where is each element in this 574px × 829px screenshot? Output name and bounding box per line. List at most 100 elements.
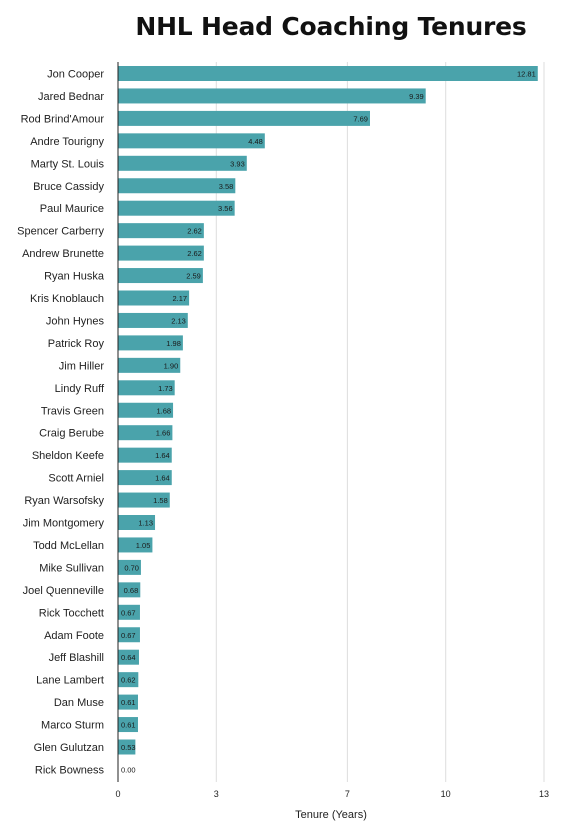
category-label-11: John Hynes: [46, 315, 105, 327]
x-tick-label-2: 7: [345, 789, 350, 799]
bar-21: [118, 537, 153, 553]
category-label-0: Jon Cooper: [47, 69, 104, 81]
value-label-23: 0.68: [124, 586, 139, 595]
value-label-11: 2.13: [171, 316, 186, 325]
bar-29: [118, 717, 138, 733]
category-label-1: Jared Bednar: [38, 91, 104, 103]
value-label-27: 0.62: [121, 676, 136, 685]
category-label-2: Rod Brind'Amour: [21, 113, 105, 125]
bar-30: [118, 739, 136, 755]
chart-title: NHL Head Coaching Tenures: [135, 12, 527, 41]
category-label-21: Todd McLellan: [33, 540, 104, 552]
category-label-27: Lane Lambert: [36, 675, 104, 687]
value-label-13: 1.90: [164, 361, 179, 370]
value-labels: 12.81 9.39 7.69 4.48 3.93 3.58 3.56 2.62 2.62 2.5…: [121, 70, 536, 775]
category-label-14: Lindy Ruff: [55, 383, 105, 395]
category-labels: Jon Cooper Jared Bednar Rod Brind'Amour And…: [17, 69, 105, 777]
category-label-24: Rick Tocchett: [39, 607, 104, 619]
value-label-25: 0.67: [121, 631, 136, 640]
category-label-22: Mike Sullivan: [39, 562, 104, 574]
bar-25: [118, 627, 140, 643]
value-label-10: 2.17: [172, 294, 187, 303]
category-label-7: Spencer Carberry: [17, 226, 104, 238]
x-axis-title: Tenure (Years): [295, 809, 367, 821]
bar-2: [118, 110, 370, 126]
category-label-19: Ryan Warsofsky: [24, 495, 104, 507]
category-label-12: Patrick Roy: [48, 338, 105, 350]
x-tick-label-1: 3: [214, 789, 219, 799]
value-label-15: 1.68: [156, 406, 171, 415]
category-label-17: Sheldon Keefe: [32, 450, 104, 462]
bar-23: [118, 582, 141, 598]
bar-0: [118, 66, 538, 81]
bar-17: [118, 447, 172, 463]
category-label-31: Rick Bowness: [35, 764, 105, 776]
value-label-3: 4.48: [248, 137, 263, 146]
value-label-5: 3.58: [219, 182, 234, 191]
x-tick-label-4: 13: [539, 789, 549, 799]
category-label-25: Adam Foote: [44, 630, 104, 642]
value-label-7: 2.62: [187, 227, 202, 236]
bar-22: [118, 559, 141, 575]
bar-10: [118, 290, 190, 306]
value-label-26: 0.64: [121, 653, 136, 662]
category-label-5: Bruce Cassidy: [33, 181, 104, 193]
bar-15: [118, 402, 174, 418]
value-label-14: 1.73: [158, 384, 173, 393]
bar-24: [118, 604, 140, 620]
bar-3: [118, 133, 265, 149]
category-label-26: Jeff Blashill: [49, 652, 104, 664]
category-label-29: Marco Sturm: [41, 720, 104, 732]
category-label-23: Joel Quenneville: [23, 585, 104, 597]
grid-lines: [215, 62, 545, 782]
x-tick-label-0: 0: [115, 789, 120, 799]
bar-11: [118, 312, 188, 328]
x-tick-label-3: 10: [441, 789, 451, 799]
value-label-24: 0.67: [121, 608, 136, 617]
value-label-8: 2.62: [187, 249, 202, 258]
value-label-20: 1.13: [138, 519, 153, 528]
category-label-4: Marty St. Louis: [31, 158, 105, 170]
value-label-28: 0.61: [121, 698, 136, 707]
value-label-4: 3.93: [230, 159, 245, 168]
bar-28: [118, 694, 138, 710]
bar-27: [118, 672, 139, 688]
bar-20: [118, 515, 156, 530]
bar-5: [118, 178, 236, 194]
value-label-0: 12.81: [517, 70, 536, 79]
bar-19: [118, 492, 170, 508]
bar-13: [118, 357, 181, 373]
bar-8: [118, 245, 204, 261]
category-label-28: Dan Muse: [54, 697, 104, 709]
value-label-16: 1.66: [156, 429, 171, 438]
value-label-6: 3.56: [218, 204, 233, 213]
value-label-31: 0.00: [121, 765, 136, 774]
bar-14: [118, 380, 175, 396]
value-label-19: 1.58: [153, 496, 168, 505]
bar-6: [118, 200, 235, 216]
bars: [118, 66, 538, 755]
category-label-10: Kris Knoblauch: [30, 293, 104, 305]
bar-26: [118, 649, 139, 665]
category-label-3: Andre Tourigny: [30, 136, 104, 148]
value-label-29: 0.61: [121, 721, 136, 730]
bar-1: [118, 88, 426, 104]
value-label-2: 7.69: [353, 114, 368, 123]
category-label-8: Andrew Brunette: [22, 248, 104, 260]
bar-12: [118, 335, 183, 351]
value-label-12: 1.98: [166, 339, 181, 348]
value-label-22: 0.70: [124, 563, 139, 572]
category-label-9: Ryan Huska: [44, 271, 105, 283]
value-label-21: 1.05: [136, 541, 151, 550]
category-label-13: Jim Hiller: [59, 360, 105, 372]
value-label-1: 9.39: [409, 92, 424, 101]
category-label-20: Jim Montgomery: [23, 518, 105, 530]
x-axis-ticks: 0 3 7 10 13: [115, 789, 549, 799]
category-label-30: Glen Gulutzan: [34, 742, 104, 754]
bar-4: [118, 155, 247, 171]
value-label-17: 1.64: [155, 451, 170, 460]
value-label-30: 0.53: [121, 743, 136, 752]
bar-7: [118, 223, 204, 239]
bar-16: [118, 425, 173, 441]
